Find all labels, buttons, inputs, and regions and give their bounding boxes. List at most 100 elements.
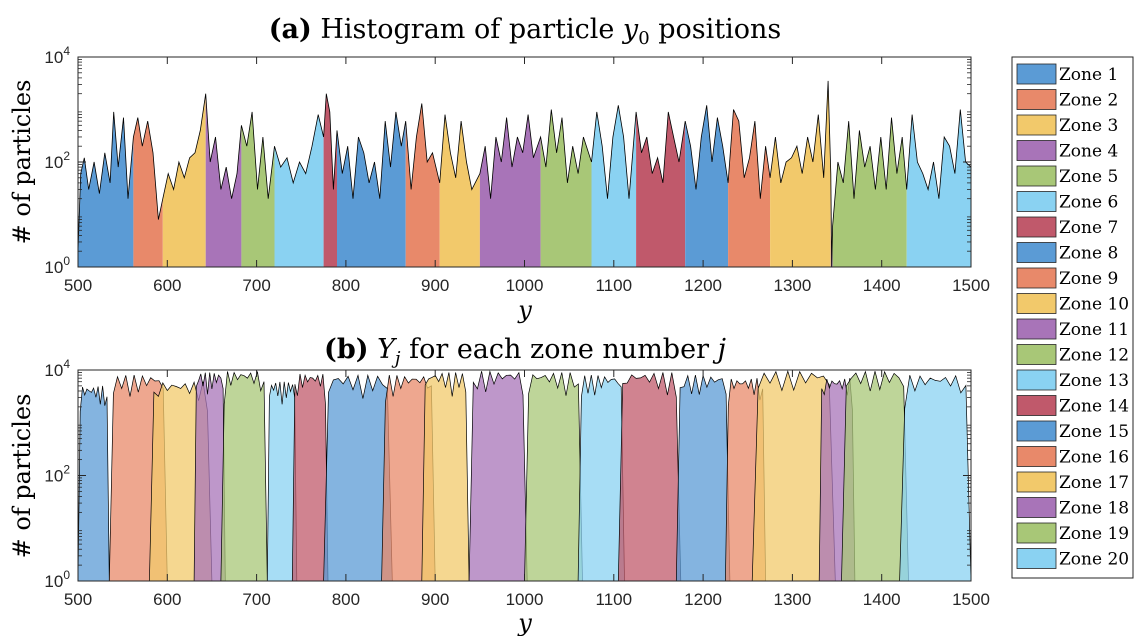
zone-area-6 bbox=[266, 381, 298, 582]
axes-frame-b bbox=[77, 369, 972, 582]
legend-item: Zone 2 bbox=[1016, 89, 1118, 111]
zone-fill-3 bbox=[162, 93, 206, 267]
legend-label: Zone 2 bbox=[1059, 91, 1118, 111]
x-tick-label: 1200 bbox=[684, 590, 722, 609]
zone-area-10 bbox=[421, 372, 470, 582]
legend-label: Zone 20 bbox=[1059, 550, 1129, 570]
y-tick-label: 102 bbox=[44, 149, 70, 172]
legend-swatch bbox=[1016, 267, 1057, 289]
zone-fill-8 bbox=[337, 111, 406, 268]
legend-item: Zone 6 bbox=[1016, 191, 1118, 213]
x-tick-label: 1400 bbox=[863, 590, 901, 609]
x-tick-label: 1500 bbox=[952, 590, 990, 609]
x-axis-label-b: y bbox=[517, 609, 532, 636]
zone-fill-11 bbox=[479, 114, 541, 267]
x-tick-label: 900 bbox=[421, 590, 449, 609]
x-tick-label: 1100 bbox=[596, 276, 633, 295]
legend-label: Zone 7 bbox=[1059, 218, 1118, 238]
zone-fill-14 bbox=[636, 111, 686, 268]
legend-label: Zone 3 bbox=[1059, 116, 1118, 136]
legend-item: Zone 7 bbox=[1016, 216, 1118, 238]
y-tick-label: 100 bbox=[44, 568, 70, 591]
legend-label: Zone 11 bbox=[1059, 320, 1129, 340]
x-tick-label: 1300 bbox=[773, 276, 811, 295]
legend-label: Zone 13 bbox=[1059, 371, 1129, 391]
legend-swatch bbox=[1016, 242, 1057, 263]
legend-item: Zone 15 bbox=[1016, 420, 1129, 442]
zone-fill-2 bbox=[133, 117, 163, 267]
legend-item: Zone 19 bbox=[1016, 522, 1129, 544]
legend-item: Zone 4 bbox=[1016, 140, 1118, 162]
x-tick-label: 1400 bbox=[863, 276, 901, 295]
x-axis-ticks-a: 500 600 700 800 900 1000 1100 1200 1300 1400 1500 bbox=[64, 57, 990, 295]
zone-fill-12 bbox=[540, 109, 592, 267]
zone-area-19 bbox=[841, 370, 909, 582]
x-tick-label: 1000 bbox=[506, 590, 544, 609]
x-tick-label: 1100 bbox=[596, 590, 633, 609]
legend-swatch bbox=[1016, 446, 1057, 467]
zone-fill-16 bbox=[728, 109, 771, 267]
legend-swatch bbox=[1016, 497, 1057, 518]
legend-swatch bbox=[1016, 548, 1057, 569]
zone-fill-9 bbox=[405, 103, 440, 267]
y-axis-label-b: # of particles bbox=[8, 394, 36, 559]
legend-item: Zone 3 bbox=[1016, 114, 1118, 136]
zone-area-8 bbox=[323, 373, 393, 582]
axes-frame-a bbox=[77, 56, 972, 268]
legend-item: Zone 8 bbox=[1016, 242, 1118, 264]
legend-item: Zone 14 bbox=[1016, 395, 1129, 417]
zone-fill-4 bbox=[205, 93, 242, 267]
legend-item: Zone 9 bbox=[1016, 267, 1118, 289]
legend-swatch bbox=[1016, 140, 1057, 161]
legend-label: Zone 1 bbox=[1059, 65, 1118, 85]
legend-label: Zone 12 bbox=[1059, 346, 1129, 366]
legend-label: Zone 6 bbox=[1059, 193, 1118, 213]
legend-swatch bbox=[1016, 165, 1057, 187]
x-tick-label: 1000 bbox=[506, 276, 544, 295]
legend-item: Zone 13 bbox=[1016, 369, 1129, 391]
x-tick-label: 1500 bbox=[952, 276, 990, 295]
zone-area-20 bbox=[899, 374, 972, 582]
y-tick-label: 104 bbox=[44, 357, 70, 380]
legend-label: Zone 4 bbox=[1059, 142, 1118, 162]
x-tick-label: 600 bbox=[153, 276, 181, 295]
zone-fill-20 bbox=[906, 109, 971, 267]
legend-label: Zone 10 bbox=[1059, 295, 1129, 315]
x-tick-label: 800 bbox=[332, 590, 360, 609]
panel-b: (b) Yj for each zone number j 500 600 700 8… bbox=[8, 334, 990, 636]
plot-area-b bbox=[77, 370, 972, 582]
legend-swatch bbox=[1016, 191, 1057, 212]
legend-item: Zone 18 bbox=[1016, 497, 1129, 519]
panel-a: (a) Histogram of particle y0 positions 5… bbox=[8, 14, 990, 324]
legend-item: Zone 1 bbox=[1016, 63, 1118, 85]
zone-fill-5 bbox=[241, 111, 275, 268]
zone-area-15 bbox=[675, 374, 731, 582]
legend-swatch bbox=[1016, 89, 1057, 110]
zone-area-13 bbox=[577, 375, 625, 582]
x-tick-label: 500 bbox=[64, 590, 92, 609]
zone-area-7 bbox=[291, 373, 329, 582]
panel-b-title: (b) Yj for each zone number j bbox=[324, 334, 726, 369]
zone-fill-13 bbox=[591, 105, 637, 267]
x-tick-label: 1200 bbox=[684, 276, 722, 295]
legend-label: Zone 19 bbox=[1059, 524, 1129, 544]
x-tick-label: 600 bbox=[153, 590, 181, 609]
x-axis-ticks-b: 500 600 700 800 900 1000 1100 1200 1300 1400 1500 bbox=[64, 370, 990, 609]
legend-label: Zone 15 bbox=[1059, 422, 1129, 442]
legend-swatch bbox=[1016, 293, 1057, 314]
legend-label: Zone 17 bbox=[1059, 473, 1129, 493]
zone-fill-6 bbox=[274, 114, 324, 267]
legend-item: Zone 10 bbox=[1016, 293, 1129, 315]
legend: Zone 1 Zone 2 Zone 3 Zone 4 Zone 5 Zone 6 Zone… bbox=[1011, 56, 1134, 579]
zone-area-11 bbox=[468, 370, 528, 582]
x-tick-label: 500 bbox=[64, 276, 92, 295]
zone-fill-15 bbox=[685, 105, 729, 267]
legend-label: Zone 9 bbox=[1059, 269, 1118, 289]
zone-area-14 bbox=[617, 372, 682, 582]
legend-swatch bbox=[1016, 369, 1057, 391]
zone-area-1 bbox=[77, 385, 110, 582]
x-tick-label: 900 bbox=[421, 276, 449, 295]
legend-swatch bbox=[1016, 318, 1057, 340]
legend-swatch bbox=[1016, 114, 1057, 136]
y-tick-label: 104 bbox=[44, 44, 70, 67]
